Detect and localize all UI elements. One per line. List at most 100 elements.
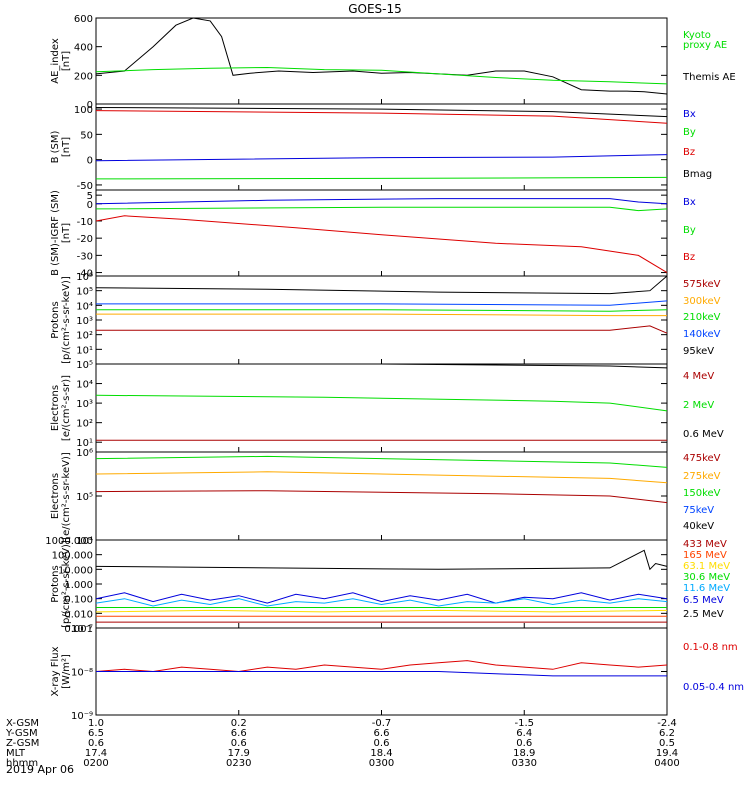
- y-axis-label: B (SM): [50, 130, 61, 163]
- legend-entry: 575keV: [683, 279, 721, 290]
- y-tick-label: 10⁶: [76, 272, 93, 283]
- series-line-protons-3: [96, 313, 667, 317]
- y-tick-label: 10⁻⁸: [71, 668, 93, 679]
- series-line-hiprot-0: [95, 549, 668, 571]
- series-line-ae-0: [95, 17, 668, 95]
- legend-entry: By: [683, 127, 696, 138]
- chart-title: GOES-15: [348, 2, 402, 16]
- orbit-row-value: -2.4: [657, 718, 677, 729]
- y-axis-label: [p/(cm²-s-sr-keV)]: [61, 540, 72, 628]
- y-tick-label: 10⁵: [76, 492, 93, 503]
- orbit-row-value: 6.4: [516, 728, 532, 739]
- y-tick-label: 0: [87, 156, 93, 167]
- legend-entry: By: [683, 225, 696, 236]
- y-tick-label: -30: [77, 251, 93, 262]
- series-line-elec1-0: [96, 363, 668, 369]
- y-tick-label: 10²: [76, 331, 93, 342]
- series-line-hiprot-4: [95, 609, 668, 613]
- panel-bsm: -50 0 50 100 B (SM) [nT] Bx By Bz Bmag: [50, 103, 712, 192]
- orbit-footer: X-GSM 1.0 0.2 -0.7 -1.5 -2.4 Y-GSM 6.5 6.6 6.6 6.4…: [5, 718, 680, 769]
- panel-frame: [95, 17, 668, 105]
- orbit-row-value: 6.6: [374, 728, 390, 739]
- legend-entry: 6.5 MeV: [683, 595, 724, 606]
- y-tick-label: 0: [87, 100, 93, 111]
- orbit-row-value: -1.5: [514, 718, 534, 729]
- panel-xray: 10⁻⁹ 10⁻⁸ 10⁻⁷ X-ray Flux [W/m²] 0.1-0.8 nm 0.…: [50, 624, 744, 722]
- y-tick-label: -50: [77, 181, 93, 192]
- panel-frame: [95, 275, 668, 365]
- series-line-xray-0: [95, 660, 668, 673]
- y-tick-label: 0.010: [64, 609, 93, 620]
- series-line-ae-1: [95, 66, 668, 85]
- legend-entry: 2 MeV: [683, 400, 714, 411]
- series-line-hiprot-1: [95, 592, 668, 604]
- legend-entry: 475keV: [683, 453, 721, 464]
- panel-protons: 10¹ 10² 10³ 10⁴ 10⁵ 10⁶ Protons [p/(cm²-s-sr-ke…: [50, 272, 721, 365]
- series-line-bsm-1: [95, 110, 668, 124]
- orbit-row-value: 0.6: [374, 738, 390, 749]
- y-axis-label: Electrons: [50, 385, 61, 431]
- y-tick-label: 10⁴: [76, 301, 93, 312]
- orbit-row-value: 0330: [512, 758, 537, 769]
- y-tick-label: 0.001: [64, 624, 93, 635]
- series-line-xray-1: [96, 671, 667, 677]
- y-tick-label: 5: [87, 191, 93, 202]
- y-tick-label: 10¹: [76, 438, 93, 449]
- y-axis-label: Protons: [50, 301, 61, 338]
- series-line-elec2-1: [95, 471, 668, 484]
- orbit-row-value: 0.5: [659, 738, 675, 749]
- orbit-row-value: 0.6: [516, 738, 532, 749]
- y-axis-label: Protons: [50, 565, 61, 602]
- legend-entry: 433 MeV: [683, 539, 727, 550]
- orbit-row-label: Y-GSM: [5, 728, 38, 739]
- y-tick-label: 10⁶: [76, 448, 93, 459]
- y-axis-label: B (SM)-IGRF (SM): [50, 190, 61, 276]
- panel-frame: [95, 451, 668, 541]
- legend-entry: Kyoto: [683, 30, 711, 41]
- y-tick-label: 50: [80, 130, 93, 141]
- orbit-row-value: 0300: [369, 758, 394, 769]
- panel-elec2: 10⁴ 10⁵ 10⁶ Electrons [e/(cm²-s-sr-keV)] 475k…: [50, 448, 721, 547]
- orbit-row-value: 18.4: [370, 748, 392, 759]
- legend-entry: 140keV: [683, 329, 721, 340]
- series-line-hiprot-2: [95, 598, 668, 607]
- y-axis-label: [e/(cm²-s-sr)]: [61, 375, 72, 441]
- series-line-protons-0: [95, 275, 668, 295]
- y-axis-label: AE_index: [50, 38, 61, 84]
- y-tick-label: 600: [74, 14, 93, 25]
- orbit-row-value: 17.9: [228, 748, 250, 759]
- orbit-row-label: Z-GSM: [6, 738, 39, 749]
- panel-frame: [95, 103, 668, 191]
- orbit-row-value: 6.2: [659, 728, 675, 739]
- legend-entry: 165 MeV: [683, 550, 727, 561]
- legend-entry: Themis AE: [682, 72, 736, 83]
- series-line-elec2-0: [95, 455, 668, 468]
- legend-entry: 11.6 MeV: [683, 583, 730, 594]
- y-tick-label: 10³: [76, 316, 93, 327]
- orbit-row-label: hhmm: [6, 758, 38, 769]
- y-tick-label: 10⁴: [76, 380, 93, 391]
- y-tick-label: 200: [74, 71, 93, 82]
- series-line-elec1-1: [95, 394, 668, 412]
- orbit-row-value: -0.7: [372, 718, 392, 729]
- series-line-protons-1: [96, 300, 668, 306]
- date-label: 2019 Apr 06: [6, 763, 74, 776]
- y-tick-label: 1.000: [64, 580, 93, 591]
- legend-entry: 4 MeV: [683, 371, 714, 382]
- legend-entry: 0.6 MeV: [683, 429, 724, 440]
- panel-frame: [95, 363, 668, 453]
- legend-entry: 300keV: [683, 296, 721, 307]
- legend-entry: 150keV: [683, 488, 721, 499]
- y-axis-label: Electrons: [50, 473, 61, 519]
- y-axis-label: X-ray Flux: [50, 646, 61, 696]
- series-line-bsm-3: [95, 176, 668, 180]
- legend-entry: Bz: [683, 252, 695, 263]
- y-tick-label: 1000.000: [45, 536, 93, 547]
- y-axis-label: [nT]: [61, 223, 72, 243]
- y-axis-label: [nT]: [61, 137, 72, 157]
- orbit-row-value: 18.9: [513, 748, 535, 759]
- legend-entry: proxy AE: [683, 40, 727, 51]
